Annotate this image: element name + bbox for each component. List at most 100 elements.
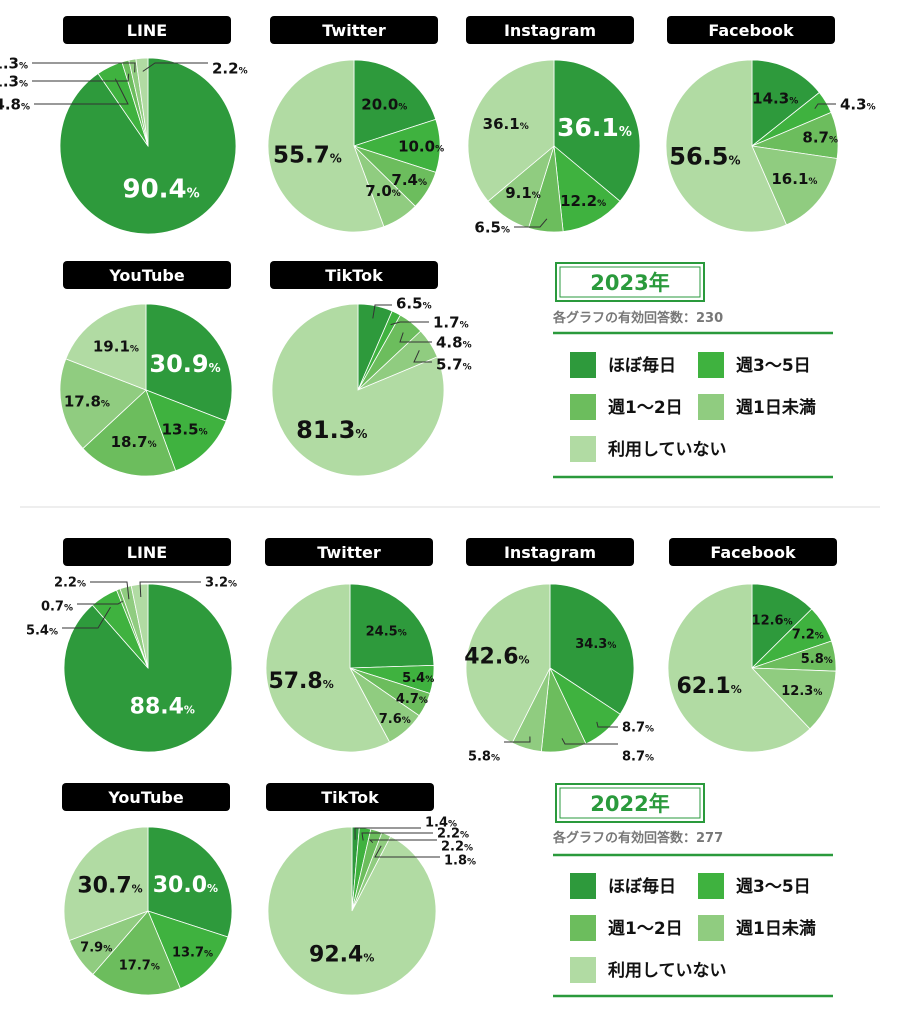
percent-sign: % bbox=[209, 361, 221, 375]
percent-sign: % bbox=[808, 177, 817, 187]
value-label-w12: 8.7% bbox=[622, 750, 654, 765]
leader-line bbox=[361, 832, 433, 841]
percent-sign: % bbox=[148, 440, 157, 450]
chart-title: Instagram bbox=[504, 21, 596, 40]
chart-title-bar bbox=[466, 16, 634, 44]
slice-none bbox=[467, 59, 555, 202]
leader-line bbox=[814, 103, 836, 109]
leader-line bbox=[514, 218, 548, 228]
value-label-none: 57.8% bbox=[268, 669, 333, 694]
percent-sign: % bbox=[784, 618, 793, 628]
value-label-daily: 12.6% bbox=[752, 614, 793, 629]
value-label-lt1: 1.8% bbox=[444, 854, 476, 869]
leader-line bbox=[32, 73, 130, 82]
value-label-none: 2.2% bbox=[212, 59, 248, 77]
slice-none bbox=[665, 59, 787, 233]
chart-title: TikTok bbox=[321, 788, 379, 807]
percent-sign: % bbox=[363, 951, 374, 964]
slice-daily bbox=[349, 583, 435, 669]
legend-label-daily: ほぼ毎日 bbox=[608, 355, 676, 376]
slice-daily bbox=[59, 57, 237, 235]
slice-daily bbox=[147, 826, 233, 938]
value-label-w35: 13.7% bbox=[172, 946, 213, 961]
percent-sign: % bbox=[460, 831, 469, 841]
chart-title-bar bbox=[266, 783, 434, 811]
chart-title-bar bbox=[62, 783, 230, 811]
chart-title-bar bbox=[667, 16, 835, 44]
value-label-daily: 6.5% bbox=[396, 294, 432, 312]
leader-line bbox=[77, 600, 123, 605]
legend-label-w35: 週3〜5日 bbox=[736, 877, 811, 897]
legend-swatch-none bbox=[570, 957, 596, 983]
value-label-w35: 1.7% bbox=[433, 313, 469, 331]
percent-sign: % bbox=[398, 628, 407, 638]
pie-charts: LINE90.4%4.8%1.3%1.3%2.2%Twitter20.0%10.… bbox=[0, 16, 876, 996]
percent-sign: % bbox=[49, 628, 58, 638]
leader-line bbox=[399, 332, 432, 343]
percent-sign: % bbox=[619, 125, 632, 140]
pie-chart-twitter-2022: Twitter 24.5% 5.4% 4.7% 7.6% 57.8% bbox=[265, 538, 435, 753]
slice-none bbox=[465, 583, 551, 744]
percent-sign: % bbox=[130, 344, 139, 354]
chart-title: TikTok bbox=[325, 266, 383, 285]
value-label-w35: 10.0% bbox=[398, 137, 444, 155]
leader-line bbox=[142, 62, 208, 72]
slice-w35 bbox=[147, 910, 229, 990]
chart-title-bar bbox=[270, 16, 438, 44]
percent-sign: % bbox=[199, 428, 208, 438]
value-label-none: 36.1% bbox=[483, 115, 529, 133]
percent-sign: % bbox=[101, 400, 110, 410]
slice-lt1 bbox=[751, 667, 837, 730]
percent-sign: % bbox=[207, 882, 218, 895]
percent-sign: % bbox=[731, 683, 742, 696]
legend-label-lt1: 週1日未満 bbox=[736, 397, 816, 418]
value-label-w35: 13.5% bbox=[162, 421, 208, 439]
value-label-w12: 17.7% bbox=[119, 959, 160, 974]
value-label-w12: 18.7% bbox=[111, 433, 157, 451]
value-label-daily: 14.3% bbox=[752, 89, 798, 107]
percent-sign: % bbox=[813, 688, 822, 698]
slice-none bbox=[265, 583, 391, 753]
chart-title: Instagram bbox=[504, 543, 596, 562]
percent-sign: % bbox=[239, 66, 248, 76]
percent-sign: % bbox=[460, 320, 469, 330]
value-label-daily: 34.3% bbox=[575, 637, 616, 652]
chart-title-bar bbox=[466, 538, 634, 566]
year-badge-inner bbox=[559, 266, 701, 298]
chart-title: Facebook bbox=[708, 21, 794, 40]
legend-label-daily: ほぼ毎日 bbox=[608, 876, 676, 897]
chart-title: Facebook bbox=[710, 543, 796, 562]
legend-label-none: 利用していない bbox=[608, 439, 727, 460]
percent-sign: % bbox=[425, 675, 434, 685]
slice-daily bbox=[553, 59, 641, 202]
percent-sign: % bbox=[519, 653, 530, 666]
value-label-none: 3.2% bbox=[205, 576, 237, 591]
legend-swatch-daily bbox=[570, 873, 596, 899]
legend-swatch-lt1 bbox=[698, 915, 724, 941]
percent-sign: % bbox=[607, 641, 616, 651]
percent-sign: % bbox=[491, 754, 500, 764]
value-label-w12: 4.7% bbox=[396, 692, 428, 707]
slice-none bbox=[267, 826, 437, 996]
chart-title: YouTube bbox=[107, 788, 184, 807]
value-label-w12: 5.8% bbox=[801, 652, 833, 667]
slice-lt1 bbox=[751, 145, 838, 226]
percent-sign: % bbox=[448, 820, 457, 830]
year-badge-outer bbox=[555, 783, 705, 823]
leader-line bbox=[596, 721, 618, 728]
value-label-daily: 20.0% bbox=[361, 96, 407, 114]
legend-swatch-none bbox=[570, 436, 596, 462]
slice-w12 bbox=[92, 910, 181, 996]
percent-sign: % bbox=[21, 102, 30, 112]
percent-sign: % bbox=[423, 301, 432, 311]
chart-title: YouTube bbox=[108, 266, 185, 285]
percent-sign: % bbox=[132, 883, 143, 896]
percent-sign: % bbox=[330, 152, 342, 166]
leader-line bbox=[413, 350, 432, 363]
percent-sign: % bbox=[103, 945, 112, 955]
